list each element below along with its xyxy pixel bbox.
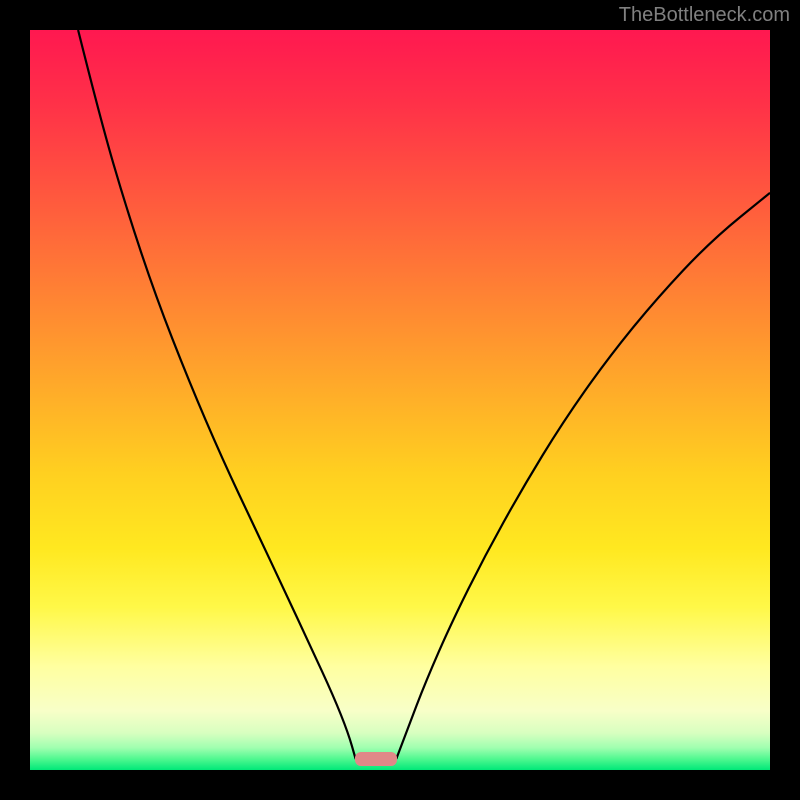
chart-container: TheBottleneck.com xyxy=(0,0,800,800)
bottleneck-curves xyxy=(30,30,770,770)
plot-area xyxy=(30,30,770,770)
watermark-text: TheBottleneck.com xyxy=(619,4,790,27)
bottleneck-marker xyxy=(355,752,397,766)
curve-left xyxy=(78,30,356,759)
curve-right xyxy=(396,193,770,759)
